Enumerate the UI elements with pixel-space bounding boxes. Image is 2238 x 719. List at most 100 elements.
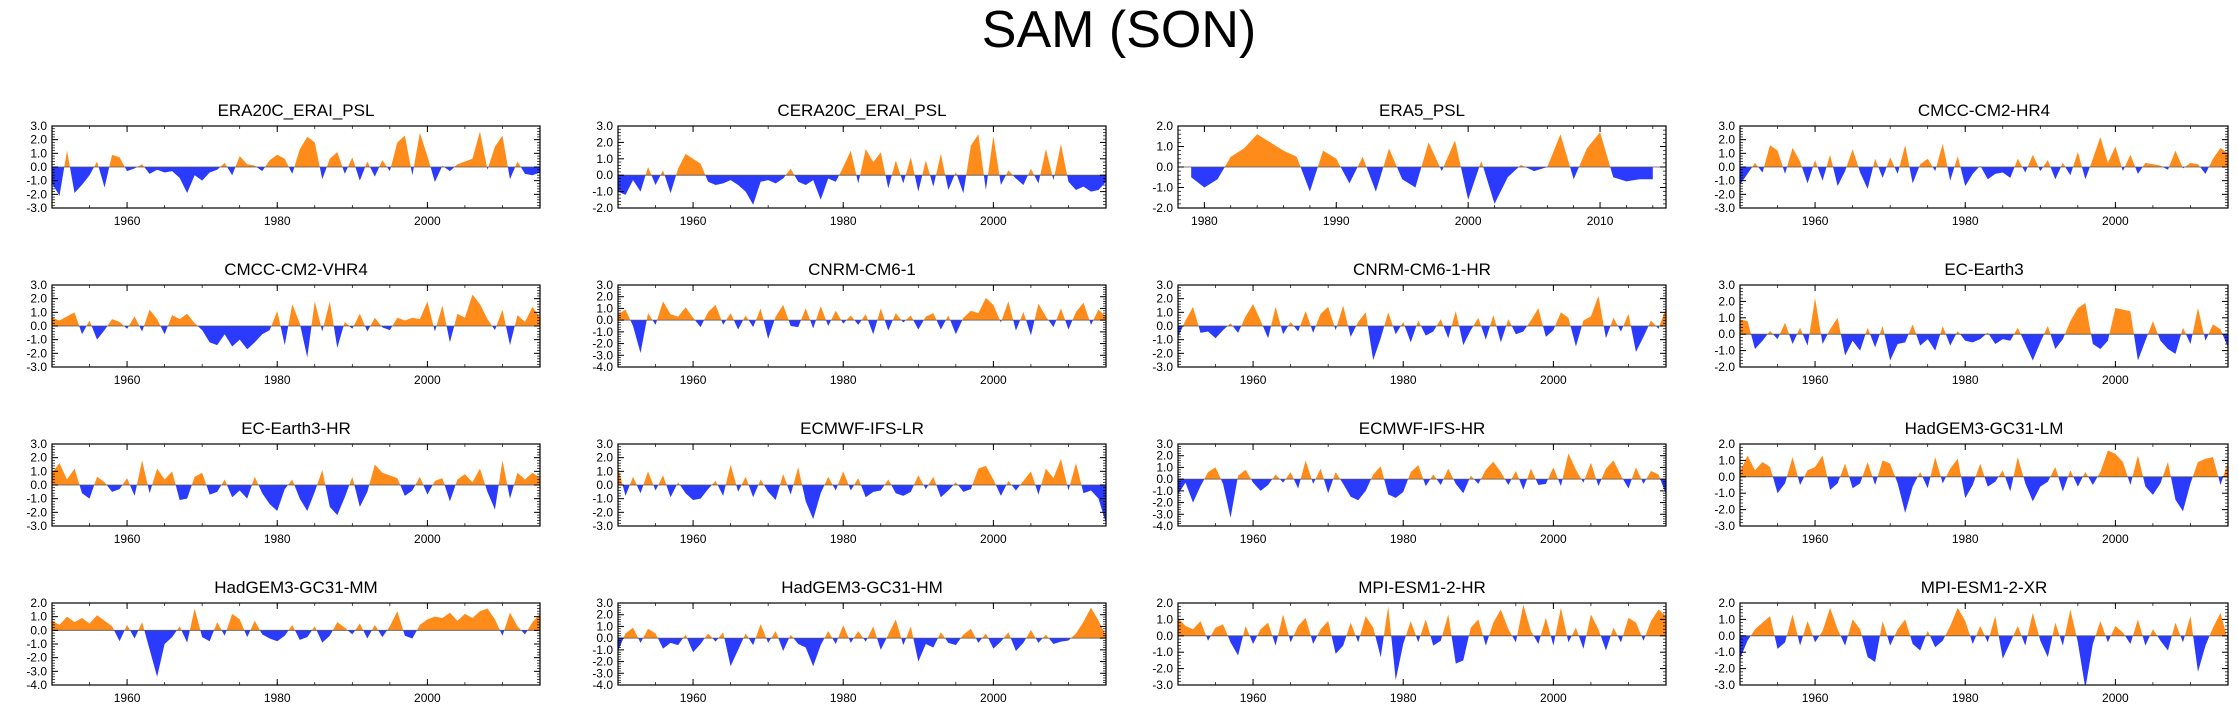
- y-tick-label: 0.0: [30, 623, 47, 637]
- y-tick-label: 2.0: [30, 596, 47, 610]
- plot-frame: [1739, 602, 2229, 686]
- y-tick-label: -2.0: [1714, 360, 1735, 374]
- x-tick-label: 1980: [830, 691, 857, 705]
- y-tick-label: -2.0: [1152, 496, 1173, 510]
- x-tick-label: 1960: [680, 214, 707, 228]
- y-tick-label: 3.0: [1156, 278, 1173, 292]
- x-tick-label: 1980: [1390, 373, 1417, 387]
- negative-area: [114, 630, 528, 677]
- y-tick-label: 2.0: [1718, 437, 1735, 451]
- negative-area: [52, 167, 540, 196]
- plot-frame: [1177, 443, 1667, 527]
- negative-area: [1740, 635, 2228, 685]
- panel-title: MPI-ESM1-2-HR: [1358, 578, 1486, 597]
- x-tick-label: 1960: [114, 214, 141, 228]
- negative-area: [52, 326, 540, 358]
- x-tick-label: 2000: [414, 373, 441, 387]
- y-tick-label: -1.0: [26, 637, 47, 651]
- negative-area: [1178, 479, 1666, 518]
- positive-area: [1191, 132, 1653, 167]
- y-tick-label: 3.0: [596, 596, 613, 610]
- y-tick-label: 1.0: [30, 610, 47, 624]
- x-tick-label: 1980: [1952, 214, 1979, 228]
- y-tick-label: 1.0: [1718, 612, 1735, 626]
- y-tick-label: -2.0: [1152, 201, 1173, 215]
- page-title: SAM (SON): [981, 1, 1257, 59]
- positive-area: [1750, 607, 2227, 636]
- panel-title: EC-Earth3-HR: [241, 419, 351, 438]
- panel: CNRM-CM6-1 3.02.01.00.0-1.0-2.0-3.0-4.0 19…: [592, 260, 1107, 387]
- x-tick-label: 2000: [1540, 373, 1567, 387]
- y-tick-label: -1.0: [592, 643, 613, 657]
- x-tick-label: 1960: [1240, 691, 1267, 705]
- y-tick-label: 1.0: [1718, 146, 1735, 160]
- plot-frame: [617, 125, 1107, 209]
- negative-area: [1178, 326, 1666, 361]
- x-tick-label: 2000: [2102, 373, 2129, 387]
- y-tick-label: 0.0: [1156, 629, 1173, 643]
- y-tick-label: -1.0: [592, 492, 613, 506]
- y-tick-label: -4.0: [26, 678, 47, 692]
- negative-area: [1751, 334, 2228, 361]
- y-tick-label: 2.0: [596, 451, 613, 465]
- y-tick-label: 0.0: [30, 160, 47, 174]
- y-tick-label: -2.0: [26, 651, 47, 665]
- y-tick-label: -1.0: [1152, 484, 1173, 498]
- positive-area: [52, 460, 540, 485]
- y-tick-label: 0.0: [1718, 470, 1735, 484]
- panel: ERA20C_ERAI_PSL 3.02.01.00.0-1.0-2.0-3.0 1…: [26, 101, 541, 228]
- panel: CMCC-CM2-VHR4 3.02.01.00.0-1.0-2.0-3.0 196…: [26, 260, 541, 387]
- x-tick-label: 2000: [414, 532, 441, 546]
- y-tick-label: 3.0: [30, 437, 47, 451]
- plot-frame: [1177, 602, 1667, 686]
- negative-area: [618, 638, 1106, 667]
- panel-title: EC-Earth3: [1944, 260, 2023, 279]
- y-tick-label: 2.0: [1718, 294, 1735, 308]
- y-tick-label: 1.0: [1718, 453, 1735, 467]
- y-tick-label: 0.0: [1156, 319, 1173, 333]
- positive-area: [52, 608, 540, 631]
- x-tick-label: 2000: [1540, 532, 1567, 546]
- panel-title: ECMWF-IFS-HR: [1359, 419, 1486, 438]
- positive-area: [618, 459, 1106, 485]
- y-tick-label: -3.0: [26, 519, 47, 533]
- panel: EC-Earth3-HR 3.02.01.00.0-1.0-2.0-3.0 1960…: [26, 419, 541, 546]
- panel-title: MPI-ESM1-2-XR: [1921, 578, 2048, 597]
- panel: CERA20C_ERAI_PSL 3.0 2.0 1.0 0.0 -1.0 -2.0 1960…: [592, 101, 1107, 228]
- y-tick-label: 1.0: [1718, 311, 1735, 325]
- y-tick-label: 0.0: [30, 319, 47, 333]
- negative-area: [618, 485, 1106, 524]
- x-tick-label: 2000: [980, 532, 1007, 546]
- x-tick-label: 1960: [1802, 214, 1829, 228]
- x-tick-label: 1960: [114, 373, 141, 387]
- y-tick-label: 1.0: [1156, 305, 1173, 319]
- y-tick-label: 2.0: [1718, 596, 1735, 610]
- y-tick-label: -2.0: [1152, 662, 1173, 676]
- y-tick-label: 3.0: [1156, 437, 1173, 451]
- x-tick-label: 2000: [980, 691, 1007, 705]
- panel-title: HadGEM3-GC31-MM: [214, 578, 377, 597]
- negative-area: [1740, 167, 2228, 189]
- x-tick-label: 2000: [1540, 691, 1567, 705]
- positive-area: [618, 297, 1106, 321]
- plot-frame: [617, 602, 1107, 686]
- panel: ERA5_PSL 2.0 1.0 0.0 -1.0 -2.0 1980 1990 2000 201…: [1152, 101, 1667, 228]
- x-tick-label: 1960: [680, 373, 707, 387]
- y-tick-label: -3.0: [592, 519, 613, 533]
- y-tick-label: -1.0: [26, 492, 47, 506]
- x-tick-label: 1980: [264, 373, 291, 387]
- y-tick-label: 0.0: [1718, 629, 1735, 643]
- x-tick-label: 1980: [830, 373, 857, 387]
- x-tick-label: 2000: [414, 691, 441, 705]
- y-tick-label: 1.0: [596, 464, 613, 478]
- y-tick-label: -3.0: [1714, 519, 1735, 533]
- x-tick-label: 1980: [1390, 532, 1417, 546]
- y-tick-label: -3.0: [26, 360, 47, 374]
- y-tick-label: -1.0: [1152, 333, 1173, 347]
- positive-area: [52, 131, 540, 167]
- panel: HadGEM3-GC31-LM 2.0 1.0 0.0 -1.0 -2.0 -3.0 1960…: [1714, 419, 2229, 546]
- negative-area: [1178, 635, 1666, 681]
- y-tick-label: -1.0: [1714, 174, 1735, 188]
- panel-title: CNRM-CM6-1: [808, 260, 916, 279]
- y-tick-label: 2.0: [1718, 133, 1735, 147]
